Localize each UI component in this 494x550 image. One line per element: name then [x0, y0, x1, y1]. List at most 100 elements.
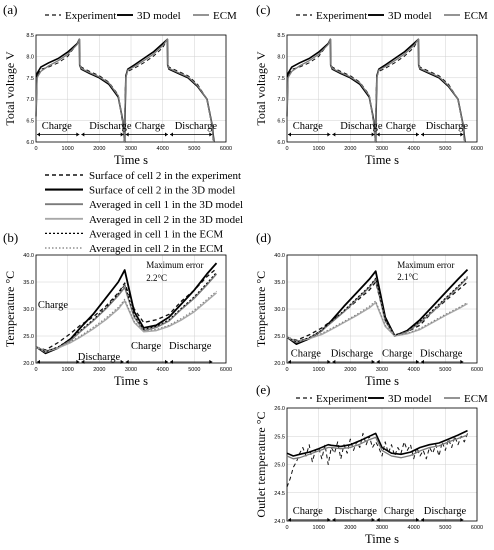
arrow-head-left [332, 359, 336, 364]
annotation-label: Discharge [420, 349, 463, 360]
arrow-head-right [120, 359, 124, 364]
series-line-1 [35, 262, 218, 355]
arrow-head-left [170, 132, 173, 137]
x-axis-label: Time s [365, 374, 399, 388]
x-tick-label: 5000 [188, 146, 200, 152]
x-tick-label: 1000 [62, 146, 74, 152]
annotation-label: Charge [293, 121, 323, 132]
arrow-head-left [421, 517, 424, 522]
annotation-label: Charge [293, 506, 323, 517]
x-tick-label: 3000 [125, 367, 137, 373]
annotation-label: Maximum error [146, 260, 203, 270]
arrow-head-left [170, 359, 173, 364]
plot-frame [286, 254, 478, 364]
annotation-label: Charge [42, 121, 72, 132]
annotation-label: Discharge [175, 121, 218, 132]
legend-label: Experiment [316, 393, 367, 405]
x-tick-label: 1000 [62, 367, 74, 373]
y-tick-label: 30.0 [274, 307, 285, 313]
legend-label: ECM [213, 10, 237, 22]
x-tick-label: 3000 [376, 525, 388, 531]
legend-label: ECM [464, 393, 488, 405]
legend-label: Experiment [316, 10, 367, 22]
series-line-3 [35, 292, 217, 352]
chart-panel-a: (a) 0 1000 2000 3000 4000 5000 6000 6.0 6.5 7.0 7.5… [3, 2, 237, 167]
x-tick-label: 2000 [93, 367, 105, 373]
legend-label: 3D model [388, 10, 432, 22]
y-axis-label: Outlet temperature °C [254, 411, 268, 517]
x-tick-label: 6000 [220, 146, 232, 152]
x-tick-label: 6000 [220, 367, 232, 373]
arrow-head-left [376, 517, 380, 522]
x-axis-label: Time s [365, 532, 399, 546]
arrow-head-right [327, 359, 331, 364]
y-tick-label: 6.5 [277, 119, 285, 125]
y-tick-label: 30.0 [23, 307, 34, 313]
legend-label: Surface of cell 2 in the experiment [89, 170, 241, 182]
series-line-2 [286, 434, 468, 460]
arrow-head-right [76, 132, 80, 137]
annotation-label: Maximum error [397, 260, 454, 270]
x-tick-label: 0 [285, 367, 288, 373]
arrow-head-left [81, 359, 85, 364]
x-tick-label: 2000 [344, 525, 356, 531]
annotation-label: Charge [38, 300, 68, 311]
series-line-2 [286, 38, 466, 143]
annotation-label: Discharge [340, 121, 383, 132]
arrow-head-right [165, 132, 168, 137]
x-tick-label: 0 [34, 367, 37, 373]
series-line-0 [286, 281, 468, 341]
annotation-label: Discharge [426, 121, 469, 132]
legend-label: Averaged in cell 2 in the ECM [89, 243, 223, 255]
x-tick-label: 4000 [408, 146, 420, 152]
y-axis-label: Total voltage V [254, 51, 268, 126]
x-tick-label: 6000 [471, 146, 483, 152]
series-line-0 [35, 268, 217, 351]
legend-label: ECM [464, 10, 488, 22]
x-tick-label: 3000 [376, 146, 388, 152]
x-tick-label: 1000 [313, 367, 325, 373]
arrow-head-left [332, 132, 336, 137]
legend-label: Averaged in cell 1 in the 3D model [89, 199, 243, 211]
arrow-head-left [332, 517, 336, 522]
series-line-5 [35, 290, 217, 352]
arrow-head-right [165, 359, 168, 364]
legend-label: Surface of cell 2 in the 3D model [89, 185, 235, 197]
arrow-head-left [288, 359, 291, 364]
y-tick-label: 24.0 [274, 519, 285, 525]
y-tick-label: 40.0 [23, 253, 34, 259]
arrow-head-right [460, 517, 464, 522]
arrow-head-left [288, 132, 291, 137]
arrow-head-left [421, 132, 424, 137]
y-tick-label: 6.0 [277, 140, 285, 146]
annotation-label: Charge [384, 506, 414, 517]
arrow-head-left [125, 359, 129, 364]
y-tick-label: 20.0 [23, 361, 34, 367]
arrow-head-right [416, 132, 419, 137]
series-line-4 [286, 276, 468, 343]
y-tick-label: 24.5 [274, 491, 285, 497]
arrow-head-right [209, 359, 213, 364]
y-tick-label: 20.0 [274, 361, 285, 367]
x-tick-label: 0 [34, 146, 37, 152]
arrow-head-right [371, 132, 375, 137]
panel-label: (c) [256, 2, 270, 17]
x-tick-label: 3000 [125, 146, 137, 152]
legend: Experiment 3D model ECM [296, 393, 488, 405]
arrow-head-right [416, 359, 419, 364]
annotation-label: Charge [131, 341, 161, 352]
x-tick-label: 6000 [471, 525, 483, 531]
y-axis-label: Total voltage V [3, 51, 17, 126]
series-line-1 [286, 429, 468, 457]
x-tick-label: 1000 [313, 146, 325, 152]
y-tick-label: 7.0 [277, 97, 285, 103]
arrow-head-right [460, 132, 464, 137]
legend-label: 3D model [137, 10, 181, 22]
y-tick-label: 8.5 [277, 33, 285, 39]
legend: Experiment 3D model ECM [45, 10, 237, 22]
y-tick-label: 8.0 [277, 54, 285, 60]
arrow-head-right [327, 132, 331, 137]
panel-label: (a) [3, 2, 17, 17]
y-tick-label: 25.0 [23, 334, 34, 340]
